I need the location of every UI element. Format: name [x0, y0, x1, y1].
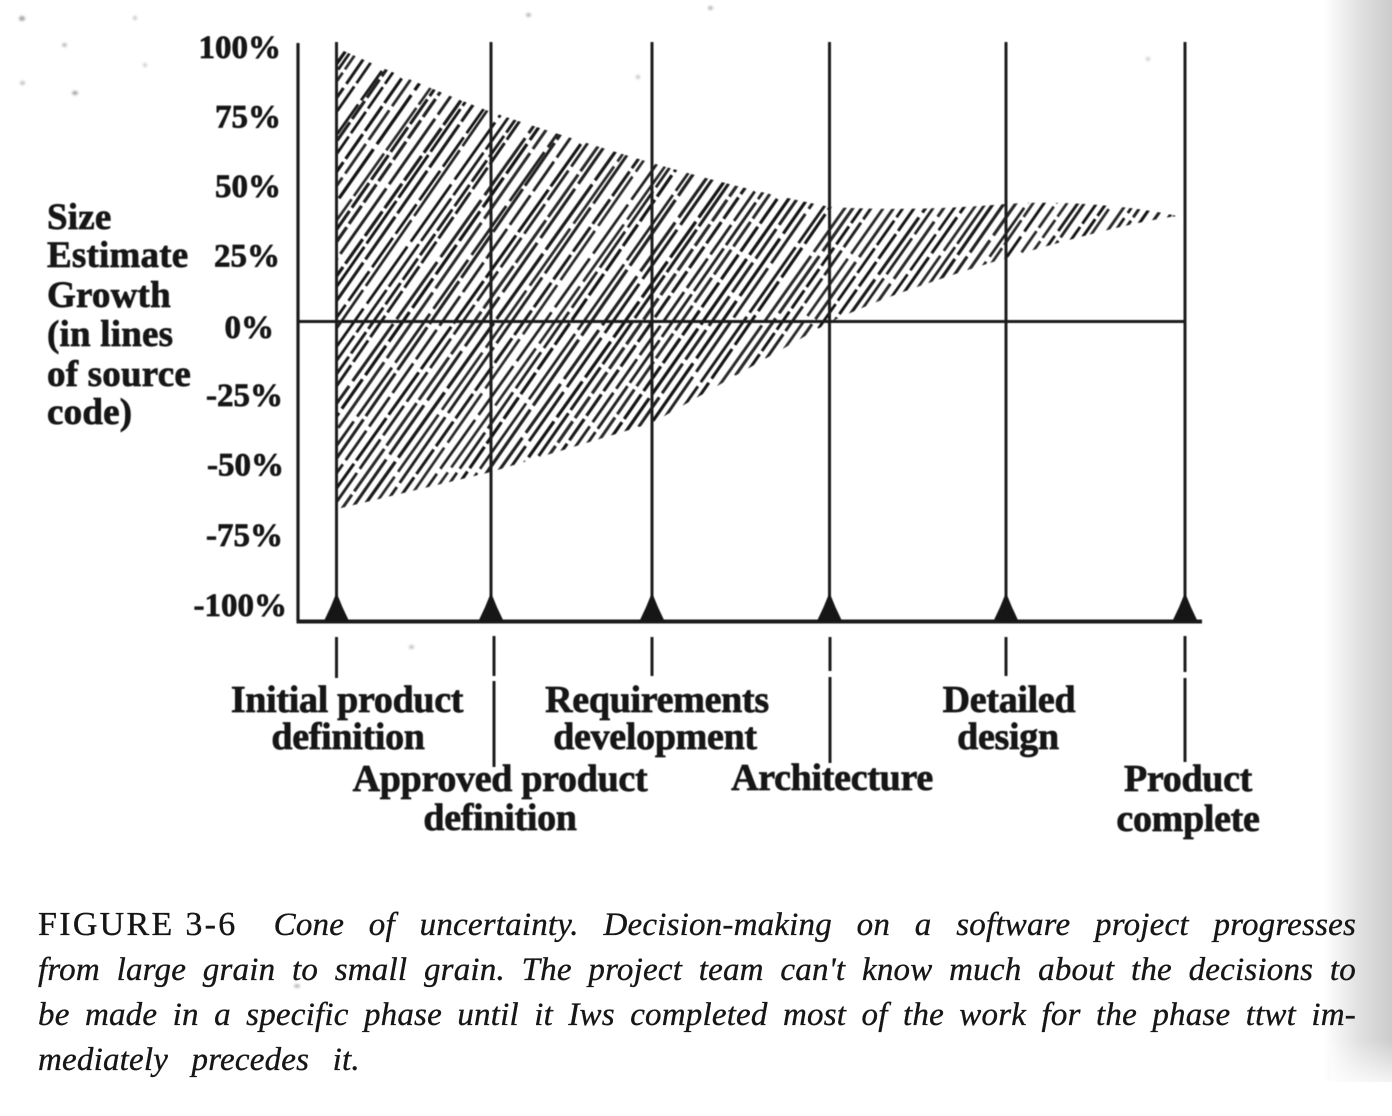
svg-text:75%: 75% — [215, 100, 281, 136]
svg-text:design: design — [957, 716, 1059, 758]
svg-text:Approved product: Approved product — [353, 758, 648, 800]
svg-text:Initial product: Initial product — [231, 679, 464, 721]
svg-text:definition: definition — [271, 716, 424, 758]
svg-text:Architecture: Architecture — [731, 757, 933, 799]
svg-text:Detailed: Detailed — [943, 679, 1076, 721]
svg-text:definition: definition — [423, 797, 576, 839]
svg-text:of source: of source — [47, 354, 191, 395]
svg-text:Requirements: Requirements — [545, 679, 769, 721]
svg-text:100%: 100% — [199, 30, 282, 66]
svg-text:code): code) — [47, 392, 132, 433]
svg-text:25%: 25% — [214, 239, 280, 275]
svg-text:-100%: -100% — [194, 588, 288, 624]
svg-text:-75%: -75% — [206, 518, 283, 554]
svg-text:-25%: -25% — [206, 378, 283, 414]
svg-text:Estimate: Estimate — [47, 235, 188, 276]
svg-text:0%: 0% — [225, 310, 275, 346]
svg-text:Product: Product — [1124, 758, 1253, 800]
svg-text:Size: Size — [47, 197, 112, 238]
svg-text:-50%: -50% — [207, 448, 284, 484]
svg-text:development: development — [553, 716, 757, 758]
svg-text:(in lines: (in lines — [47, 314, 173, 355]
svg-text:Growth: Growth — [47, 275, 171, 316]
svg-text:50%: 50% — [215, 169, 281, 205]
svg-text:complete: complete — [1116, 798, 1259, 840]
